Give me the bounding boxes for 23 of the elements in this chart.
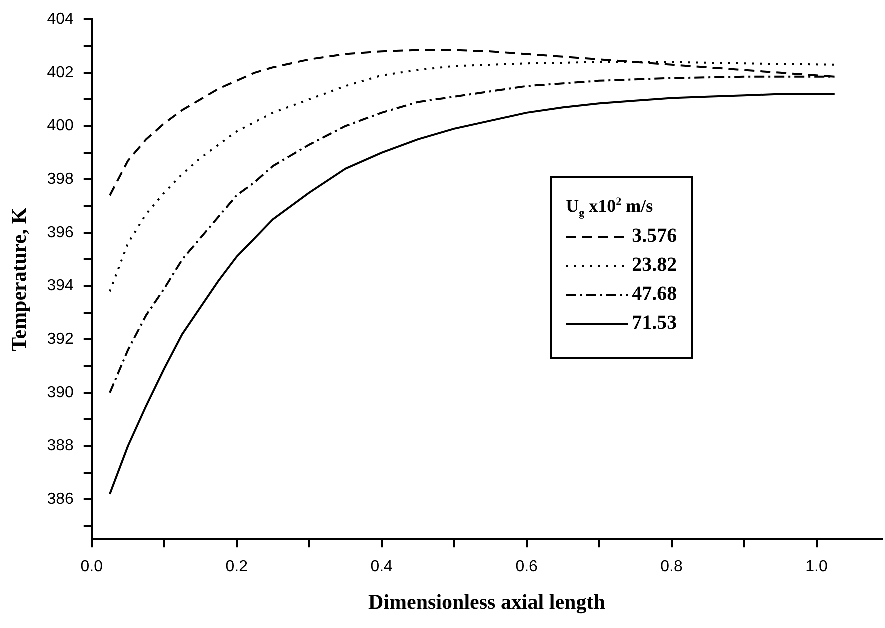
x-axis-title: Dimensionless axial length [368,590,606,614]
y-tick-label: 394 [47,278,74,295]
y-tick-label: 398 [47,171,74,188]
y-tick-label: 388 [47,438,74,455]
legend-title: U$_{g}$ x10$^{2}$ m/s [566,196,654,220]
y-axis-title: Temperature, K [7,207,32,352]
x-tick-label: 0.8 [660,558,684,576]
y-tick-label: 396 [47,224,74,242]
x-tick-label: 0.2 [226,558,248,576]
y-tick-label: 390 [47,384,74,402]
x-tick-label: 0.6 [516,558,538,576]
x-tick-label: 0.4 [370,558,394,576]
x-tick-label: 1.0 [806,558,828,576]
y-tick-label: 392 [47,331,74,348]
legend-label: 23.82 [632,254,678,278]
y-tick-label: 402 [47,64,74,82]
x-tick-label: 0.0 [80,558,104,576]
y-tick-label: 404 [47,11,74,28]
legend-label: 3.576 [632,225,678,248]
y-tick-label: 386 [47,491,74,508]
legend-label: 71.53 [632,312,678,336]
legend-label: 47.68 [632,283,678,306]
y-tick-label: 400 [47,118,74,135]
